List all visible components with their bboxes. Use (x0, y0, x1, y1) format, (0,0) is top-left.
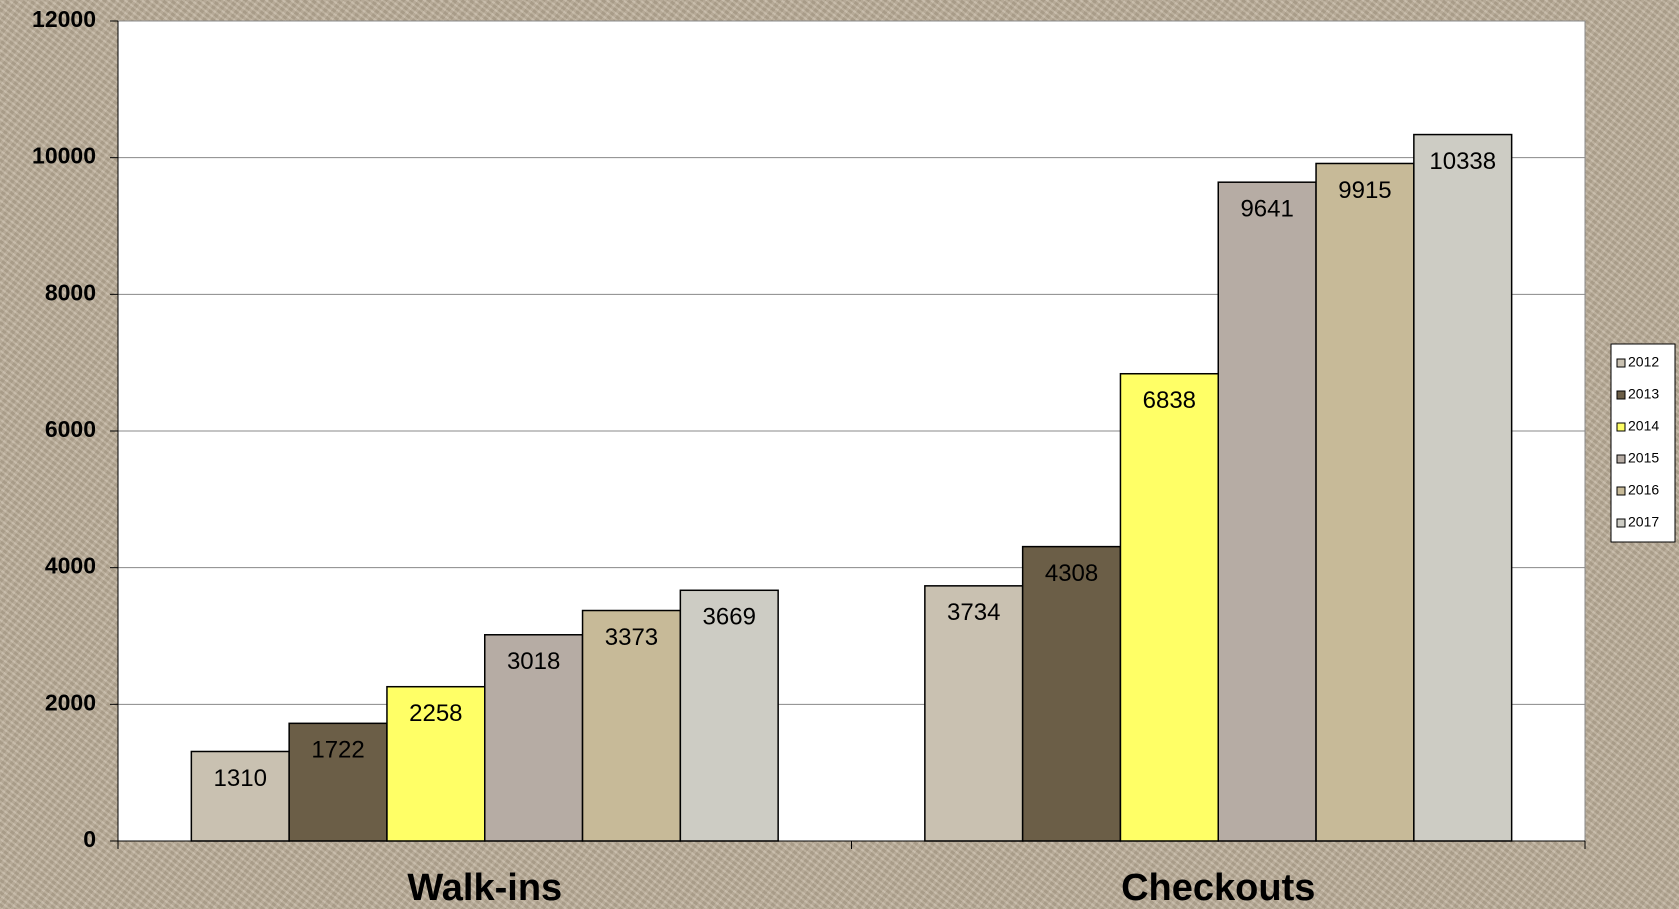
bar (581, 609, 682, 842)
legend-label: 2012 (1628, 354, 1659, 370)
bar (679, 589, 779, 842)
legend (1610, 343, 1676, 543)
legend-label: 2015 (1628, 450, 1659, 466)
x-tick-label: Walk-ins (407, 867, 562, 909)
data-label: 9641 (1240, 196, 1293, 223)
bar (1413, 133, 1513, 842)
y-tick-label: 4000 (45, 553, 96, 579)
legend-swatch (1616, 454, 1626, 464)
bar (1315, 162, 1415, 842)
data-label: 3018 (507, 648, 560, 675)
bar (1119, 372, 1219, 842)
legend-swatch (1616, 486, 1626, 496)
y-tick-label: 0 (83, 826, 96, 852)
y-tick-label: 10000 (32, 143, 96, 169)
data-label: 3734 (947, 599, 1000, 626)
legend-swatch (1616, 390, 1626, 400)
legend-swatch (1616, 422, 1626, 432)
bar (924, 585, 1024, 842)
legend-swatch (1616, 518, 1626, 528)
bar (1217, 181, 1317, 842)
data-label: 1310 (214, 765, 267, 792)
legend-label: 2017 (1628, 514, 1659, 530)
data-label: 3373 (605, 624, 658, 651)
bar (1021, 545, 1122, 842)
data-label: 3669 (703, 604, 756, 631)
y-tick-label: 6000 (45, 416, 96, 442)
data-label: 1722 (311, 737, 364, 764)
x-tick-label: Checkouts (1121, 867, 1315, 909)
data-label: 6838 (1143, 387, 1196, 414)
legend-label: 2016 (1628, 482, 1659, 498)
bar (484, 634, 584, 842)
y-tick-label: 12000 (32, 6, 96, 32)
legend-label: 2013 (1628, 386, 1659, 402)
data-label: 4308 (1045, 560, 1098, 587)
legend-swatch (1616, 358, 1626, 368)
y-tick-label: 2000 (45, 689, 96, 715)
y-tick-label: 8000 (45, 279, 96, 305)
bar (190, 750, 290, 842)
data-label: 2258 (409, 700, 462, 727)
legend-label: 2014 (1628, 418, 1659, 434)
data-label: 10338 (1429, 148, 1496, 175)
bar (288, 722, 388, 842)
data-label: 9915 (1338, 177, 1391, 204)
bar (386, 685, 486, 842)
